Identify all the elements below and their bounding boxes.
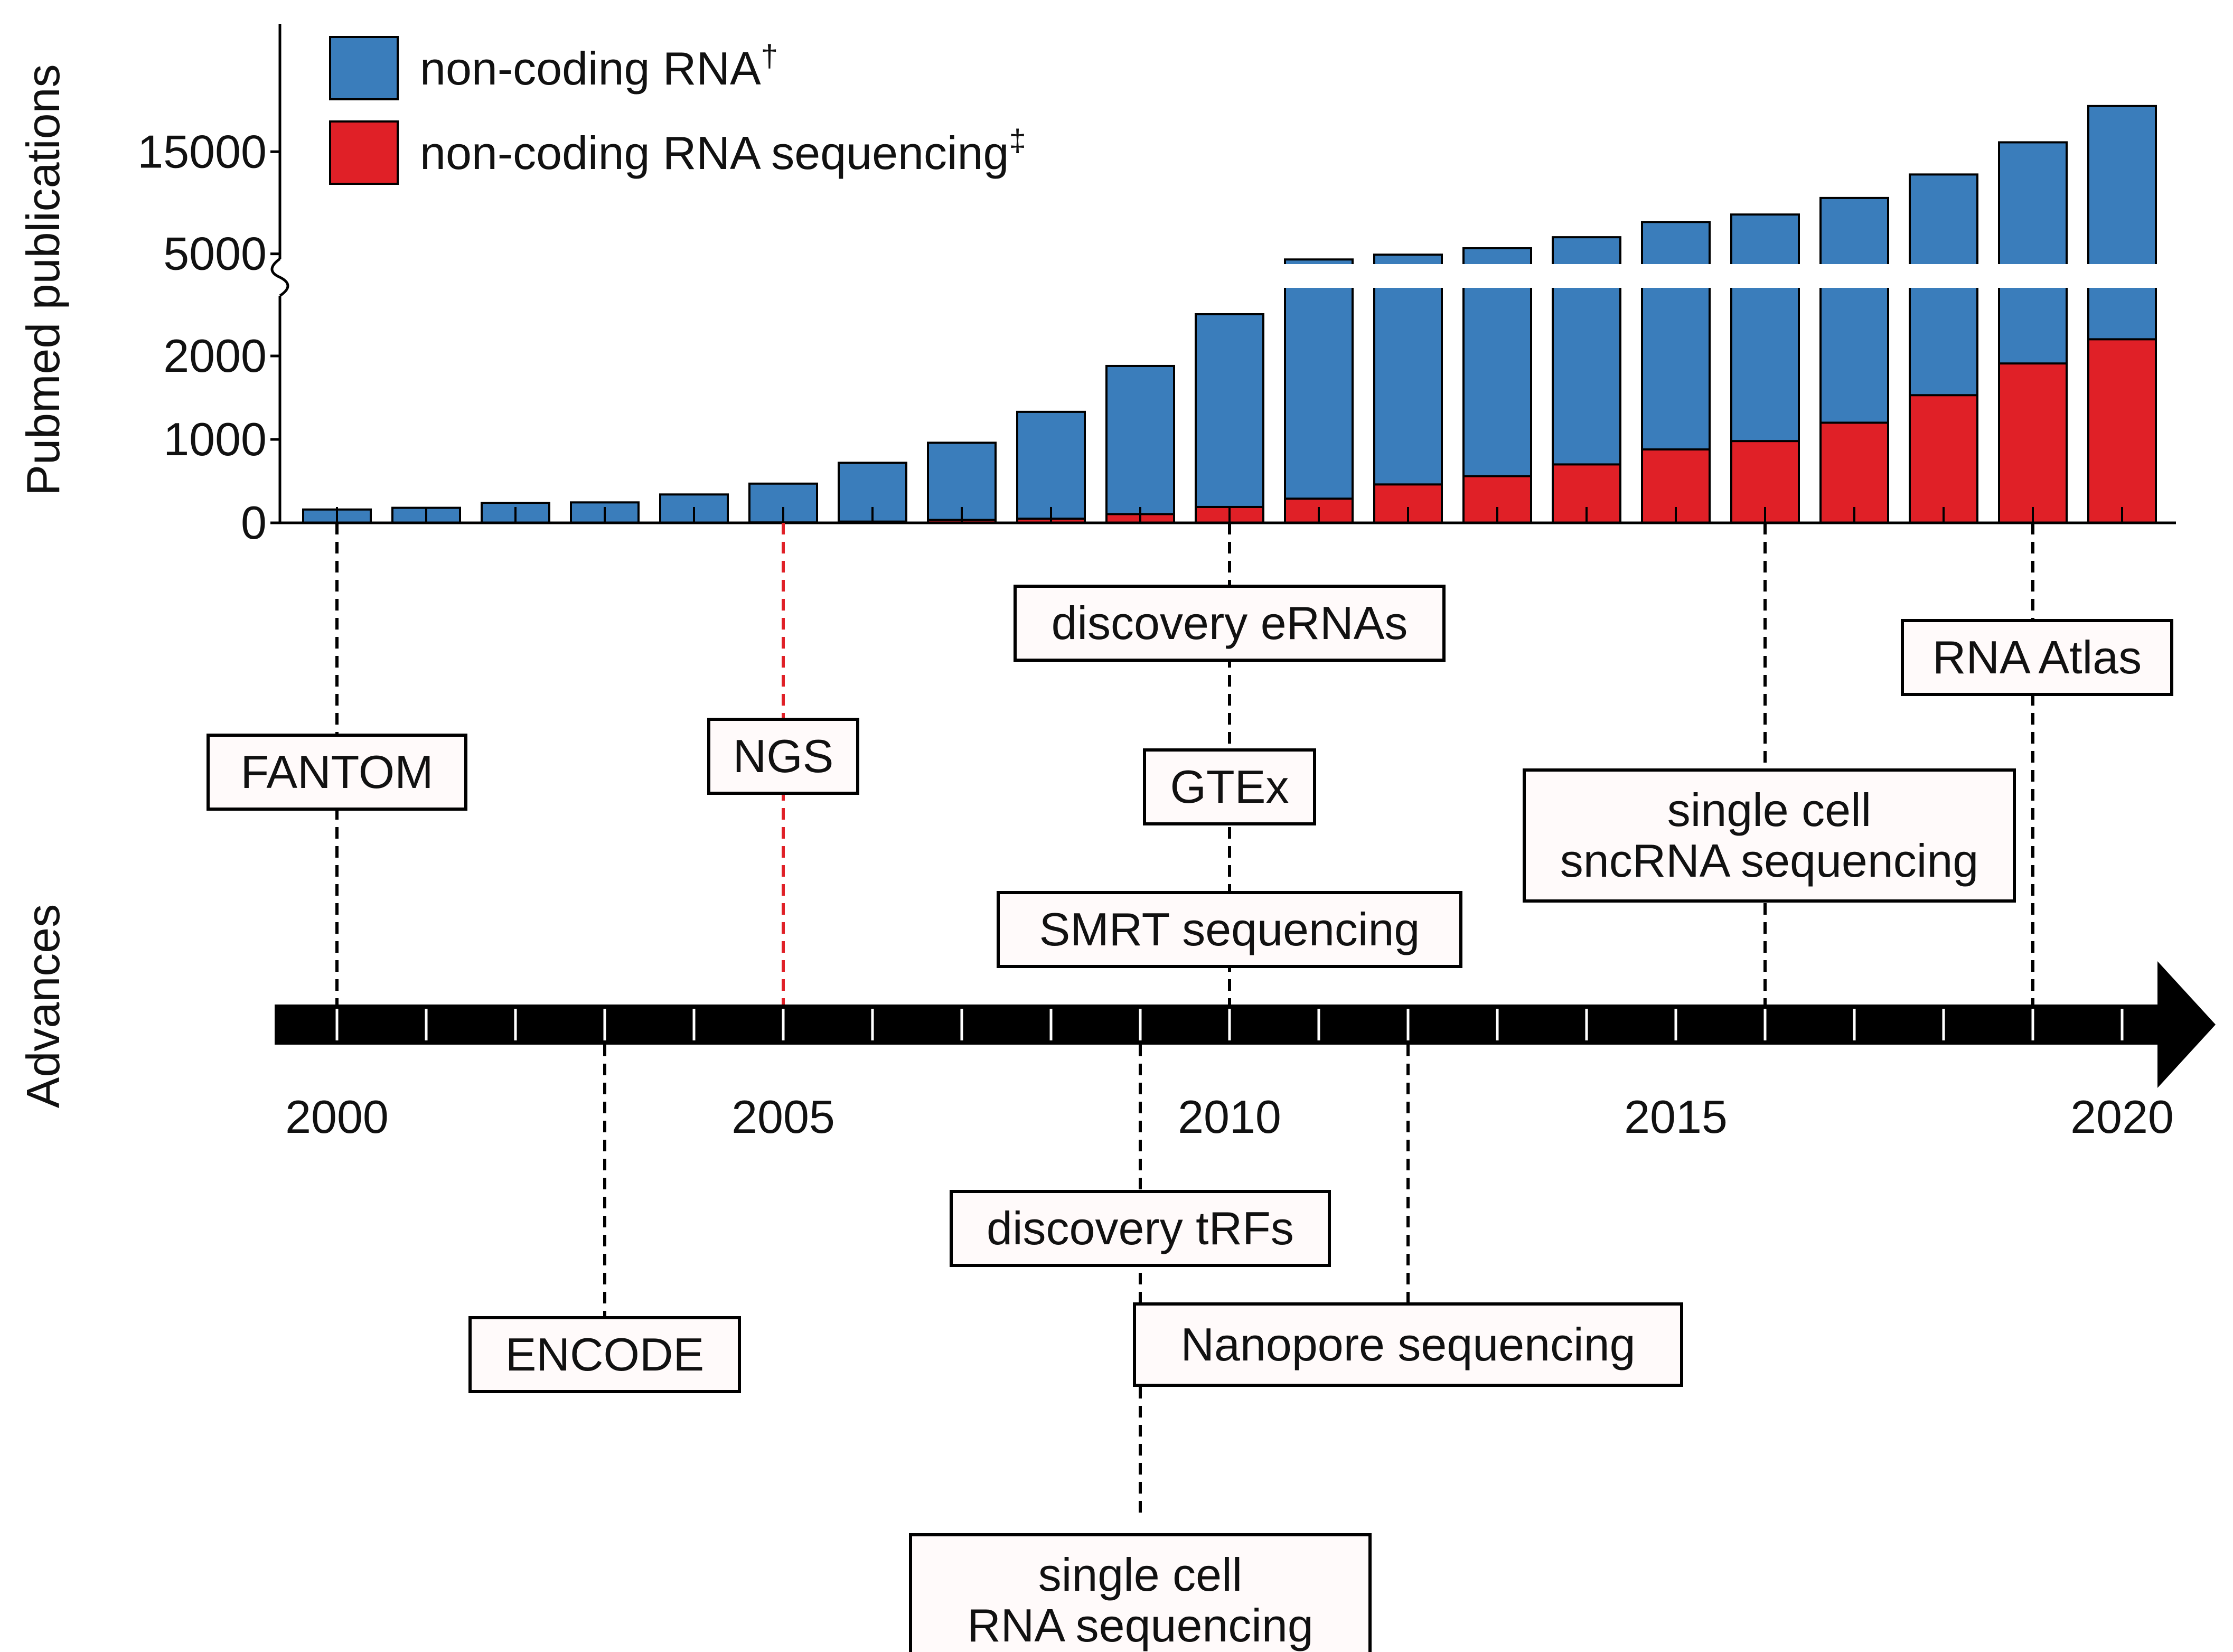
year-label-2010: 2010: [1178, 1091, 1281, 1143]
bar-chart: [280, 105, 2181, 524]
timeline-arrowhead: [2157, 961, 2216, 1088]
year-label-2020: 2020: [2070, 1091, 2174, 1143]
legend-label-superscript-1: ‡: [1009, 124, 1026, 158]
bar-ncrna-seq-2014: [1552, 463, 1621, 524]
annotation-box-eRNAs: [1014, 585, 1446, 662]
annotation-text-trfs-0: discovery tRFs: [987, 1202, 1294, 1254]
annotation-text-sc-sncrna-1: sncRNA sequencing: [1560, 834, 1978, 887]
year-label-2005: 2005: [731, 1091, 835, 1143]
annotation-text-sc-rna-1: RNA sequencing: [967, 1599, 1313, 1651]
annotation-box-gtex: [1143, 748, 1316, 825]
annotation-text-nanopore-0: Nanopore sequencing: [1180, 1318, 1635, 1371]
legend: non-coding RNA† non-coding RNA sequencing…: [329, 36, 1026, 185]
annotation-box-sc-rna: [909, 1533, 1372, 1652]
annotation-text-encode-0: ENCODE: [505, 1328, 705, 1381]
annotation-text-sc-rna-0: single cell: [1038, 1548, 1242, 1601]
bar-ncrna-seq-2017: [1819, 421, 1889, 524]
y-axis-break-mark: [270, 257, 289, 297]
year-label-2000: 2000: [285, 1091, 389, 1143]
annotation-box-smrt: [997, 891, 1462, 968]
annotation-box-trfs: [950, 1190, 1331, 1267]
bar-ncrna-2012: [1373, 254, 1443, 524]
y-tick-label-1000: 1000: [163, 413, 267, 465]
annotation-text-eRNAs-0: discovery eRNAs: [1052, 597, 1408, 649]
annotation-text-ngs-0: NGS: [733, 730, 834, 782]
annotation-text-smrt-0: SMRT sequencing: [1039, 903, 1420, 955]
timeline: 2000 2005 2010 2015 2020: [275, 961, 2216, 1143]
annotations: FANTOM NGS discovery eRNAs GTEx SMRT sequenc…: [207, 585, 2173, 1652]
annotation-text-fantom-0: FANTOM: [240, 746, 433, 798]
annotation-box-nanopore: [1133, 1302, 1683, 1387]
annotation-box-rna-atlas: [1901, 619, 2173, 696]
axis-break-band: [1283, 264, 2181, 288]
legend-swatch-0: [329, 36, 399, 100]
timeline-title: Advances: [17, 904, 69, 1108]
bar-ncrna-2011: [1284, 258, 1354, 524]
bar-ncrna-2009: [1105, 364, 1175, 524]
y-tick-label-15000: 15000: [137, 125, 267, 177]
y-axis: 0 1000 2000 5000 15000: [137, 24, 289, 549]
bar-ncrna-2008: [1016, 410, 1086, 524]
annotation-text-rna-atlas-0: RNA Atlas: [1932, 631, 2142, 683]
legend-swatch-1: [329, 120, 399, 185]
annotation-box-ngs: [707, 718, 859, 795]
annotation-text-gtex-0: GTEx: [1170, 761, 1289, 813]
y-tick-label-5000: 5000: [163, 228, 267, 280]
timeline-bar: [275, 1005, 2160, 1045]
annotation-text-sc-sncrna-0: single cell: [1667, 784, 1871, 836]
annotation-box-fantom: [207, 734, 467, 811]
bar-ncrna-seq-2019: [1998, 362, 2068, 524]
annotation-box-encode: [468, 1316, 741, 1393]
legend-label-0: non-coding RNA†: [420, 39, 778, 95]
y-tick-label-0: 0: [241, 496, 267, 549]
legend-label-1: non-coding RNA sequencing‡: [420, 124, 1026, 179]
legend-label-superscript-0: †: [761, 39, 778, 73]
y-tick-label-2000: 2000: [163, 330, 267, 382]
year-label-2015: 2015: [1624, 1091, 1728, 1143]
annotation-box-sc-sncrna: [1523, 768, 2016, 903]
bar-ncrna-2010: [1195, 313, 1264, 524]
bar-ncrna-seq-2020: [2087, 338, 2157, 524]
bar-ncrna-seq-2018: [1909, 394, 1978, 524]
y-axis-title: Pubmed publications: [17, 64, 69, 496]
